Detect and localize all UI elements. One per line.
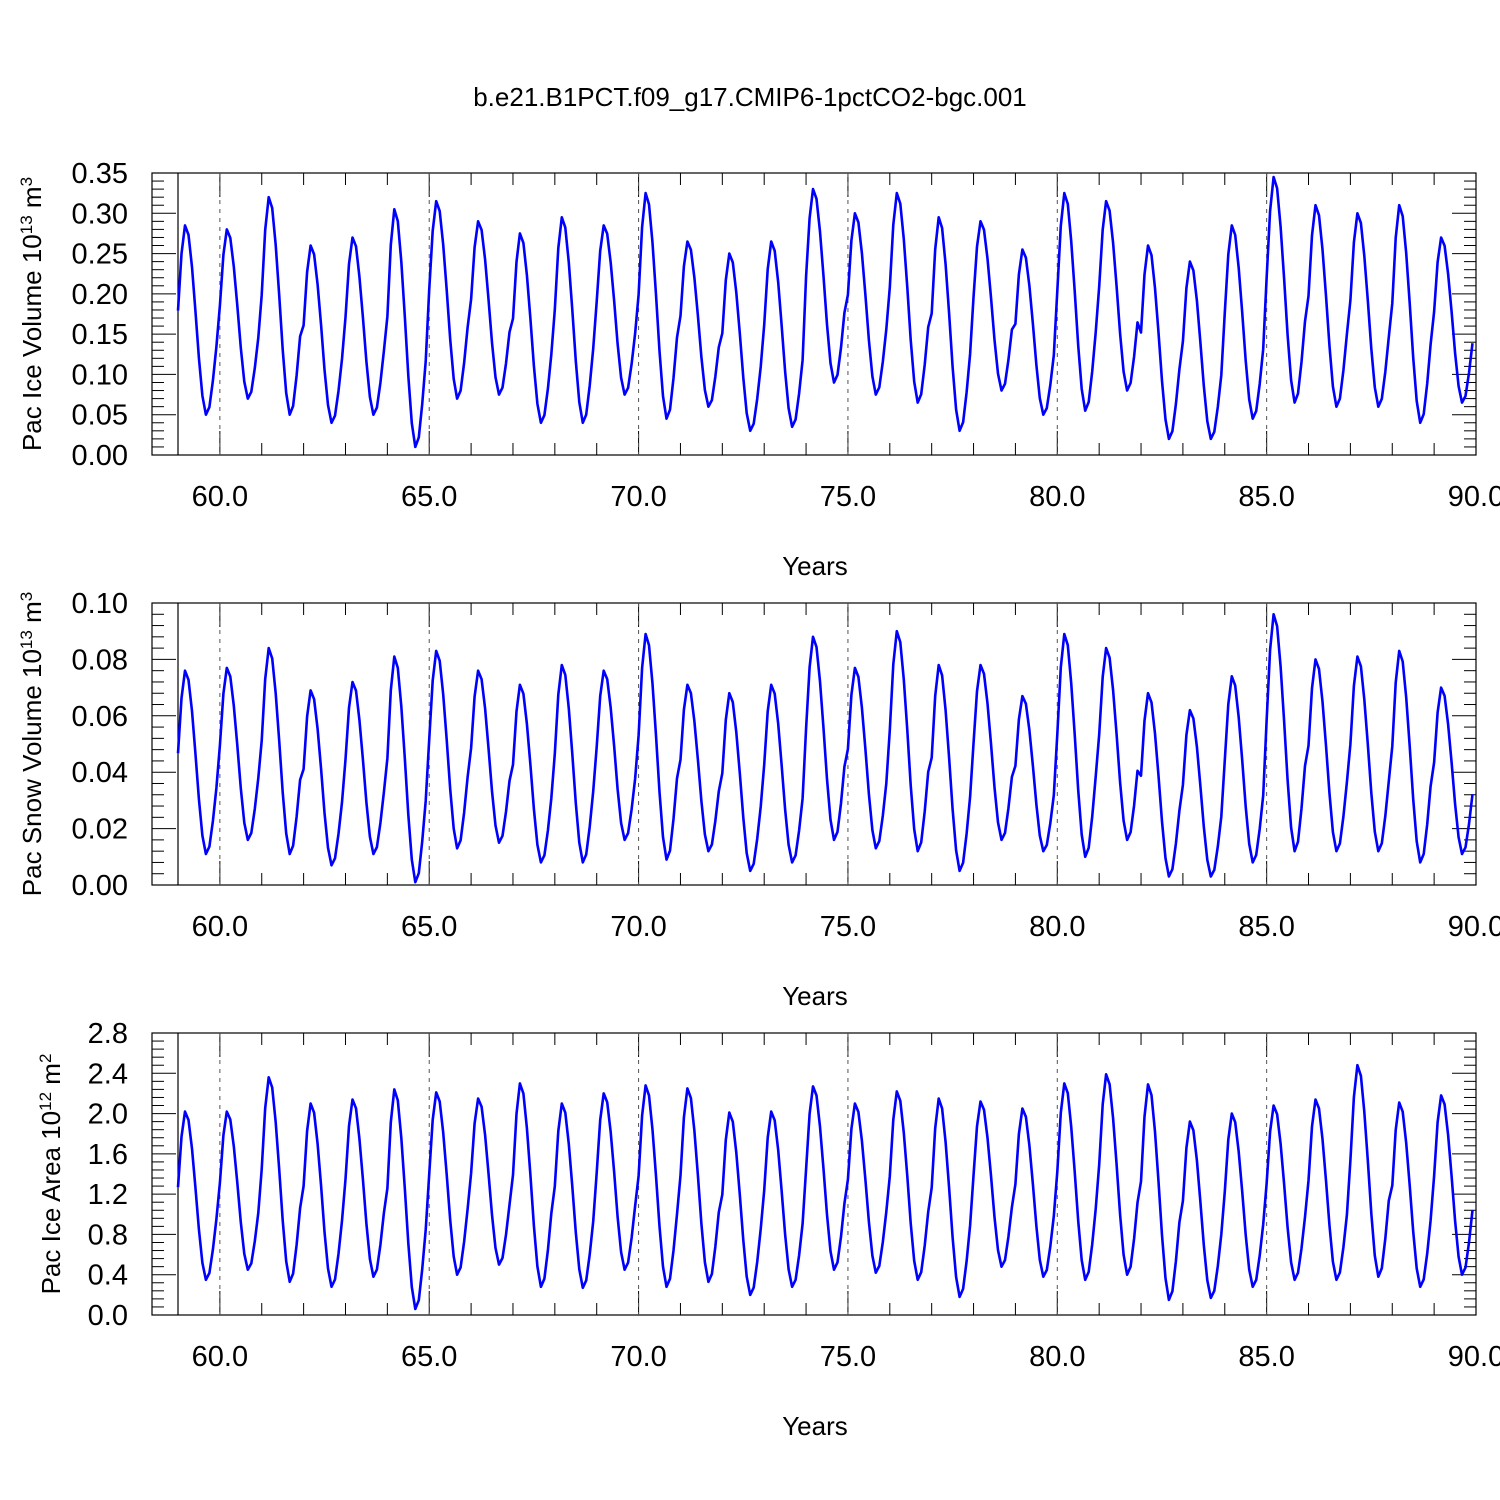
panel-1: 60.0 65.0 70.0 75.0 80.0 85.0 90.0 Years 0.00 0.0… — [17, 158, 1500, 581]
x-tick-label: 75.0 — [820, 1341, 876, 1373]
plot-frame — [151, 172, 1477, 456]
x-tick-label: 70.0 — [610, 481, 666, 513]
y-tick-label: 0.35 — [72, 158, 128, 190]
x-tick-label: 60.0 — [192, 481, 248, 513]
x-tick-label: 80.0 — [1029, 481, 1085, 513]
series-line — [176, 175, 1474, 449]
x-axis-label: Years — [782, 551, 848, 581]
x-tick-label: 60.0 — [192, 1341, 248, 1373]
y-tick-label: 1.6 — [88, 1139, 128, 1171]
plot-frame — [151, 1032, 1477, 1316]
x-axis-label: Years — [782, 981, 848, 1011]
x-tick-label: 65.0 — [401, 1341, 457, 1373]
x-axis-label: Years — [782, 1411, 848, 1441]
x-tick-label: 85.0 — [1238, 911, 1294, 943]
x-tick-label: 80.0 — [1029, 1341, 1085, 1373]
panel-3: 60.0 65.0 70.0 75.0 80.0 85.0 90.0 Years 0.0 0.4 0… — [36, 1018, 1500, 1441]
x-tick-label: 75.0 — [820, 481, 876, 513]
series-line — [176, 612, 1474, 884]
y-tick-label: 0.00 — [72, 440, 128, 472]
x-tick-label: 70.0 — [610, 911, 666, 943]
x-tick-label: 90.0 — [1448, 481, 1500, 513]
y-tick-label: 0.08 — [72, 644, 128, 676]
y-tick-label: 0.8 — [88, 1219, 128, 1251]
y-tick-label: 0.20 — [72, 279, 128, 311]
plot-frame — [151, 602, 1477, 886]
y-tick-label: 0.30 — [72, 198, 128, 230]
y-tick-label: 0.05 — [72, 400, 128, 432]
y-tick-label: 2.8 — [88, 1018, 128, 1050]
y-tick-label: 1.2 — [88, 1179, 128, 1211]
x-tick-label: 75.0 — [820, 911, 876, 943]
figure-title: b.e21.B1PCT.f09_g17.CMIP6-1pctCO2-bgc.00… — [473, 82, 1027, 112]
y-tick-label: 0.25 — [72, 239, 128, 271]
x-tick-label: 60.0 — [192, 911, 248, 943]
y-tick-label: 0.00 — [72, 870, 128, 902]
x-tick-label: 90.0 — [1448, 1341, 1500, 1373]
series-line — [176, 1063, 1474, 1311]
y-tick-label: 2.4 — [88, 1058, 128, 1090]
y-tick-label: 0.04 — [72, 757, 128, 789]
x-tick-label: 85.0 — [1238, 1341, 1294, 1373]
y-tick-label: 0.10 — [72, 588, 128, 620]
y-tick-label: 0.15 — [72, 319, 128, 351]
y-axis-label: Pac Ice Area 1012 m2 — [36, 1054, 67, 1295]
x-tick-label: 70.0 — [610, 1341, 666, 1373]
x-tick-label: 90.0 — [1448, 911, 1500, 943]
x-tick-label: 65.0 — [401, 911, 457, 943]
y-axis-label: Pac Ice Volume 1013 m3 — [17, 177, 48, 451]
y-tick-label: 0.06 — [72, 701, 128, 733]
y-tick-label: 2.0 — [88, 1099, 128, 1131]
panel-2: 60.0 65.0 70.0 75.0 80.0 85.0 90.0 Years 0.00 0.0… — [17, 588, 1500, 1011]
y-tick-label: 0.02 — [72, 814, 128, 846]
x-tick-label: 65.0 — [401, 481, 457, 513]
y-axis-label: Pac Snow Volume 1013 m3 — [17, 592, 48, 896]
y-tick-label: 0.0 — [88, 1300, 128, 1332]
x-tick-label: 80.0 — [1029, 911, 1085, 943]
y-tick-label: 0.4 — [88, 1260, 128, 1292]
y-tick-label: 0.10 — [72, 359, 128, 391]
x-tick-label: 85.0 — [1238, 481, 1294, 513]
